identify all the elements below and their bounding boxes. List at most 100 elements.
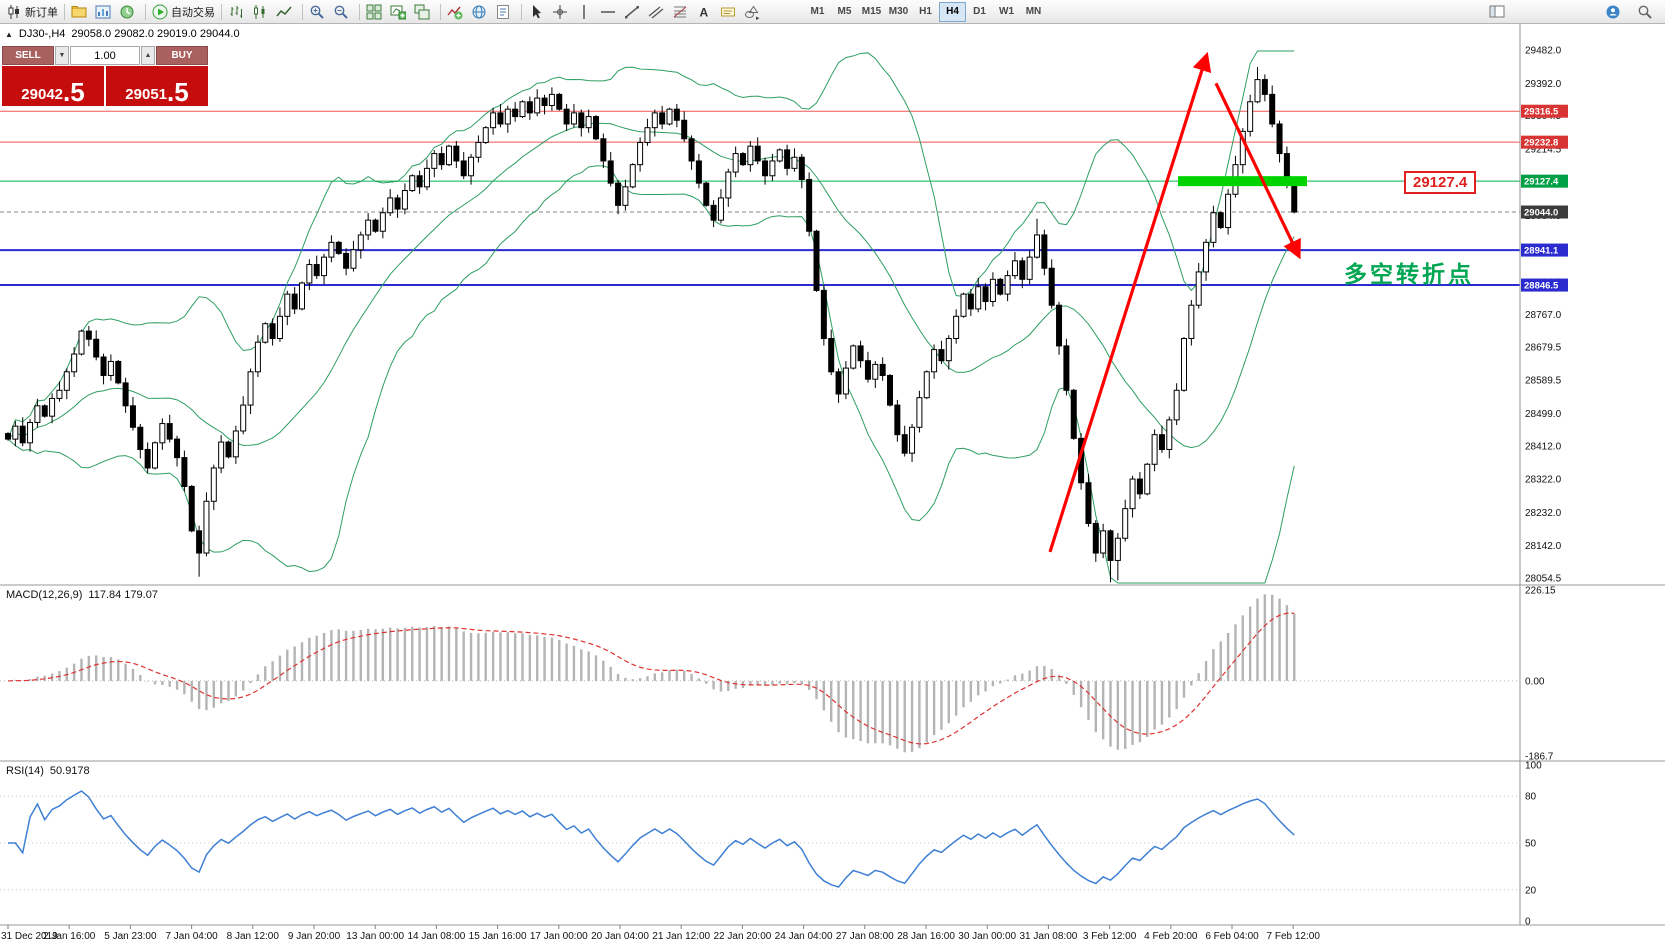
panels-toggle-icon[interactable] xyxy=(1487,2,1511,22)
line-chart-button[interactable] xyxy=(274,2,298,22)
candle-body xyxy=(357,234,364,251)
crosshair-button[interactable] xyxy=(550,2,574,22)
sell-button[interactable]: SELL xyxy=(2,46,54,65)
new-order-button[interactable]: 新订单 xyxy=(4,2,60,22)
community-icon[interactable] xyxy=(1603,2,1627,22)
trend-arrow-up[interactable] xyxy=(1048,51,1212,553)
candle-body xyxy=(78,330,85,355)
candle-body xyxy=(629,164,636,188)
shapes-dropdown-button[interactable] xyxy=(742,2,766,22)
candle-body xyxy=(1129,478,1136,510)
autotrading-button[interactable]: 自动交易 xyxy=(150,2,217,22)
svg-text:A: A xyxy=(700,5,709,19)
price-tag xyxy=(1521,135,1568,149)
candle-body xyxy=(681,119,688,140)
timeframe-mn-button[interactable]: MN xyxy=(1025,5,1042,17)
candle-body xyxy=(490,112,497,129)
candle-body xyxy=(923,371,930,399)
vertical-line-button[interactable] xyxy=(574,2,598,22)
trend-arrow-down[interactable] xyxy=(1214,82,1301,260)
buy-price-fraction: .5 xyxy=(167,77,189,108)
zoom-in-button[interactable] xyxy=(307,2,331,22)
candle-body xyxy=(512,108,519,118)
candle-body xyxy=(1136,478,1143,495)
macd-axis-label: -186.7 xyxy=(1525,752,1554,763)
search-icon[interactable] xyxy=(1635,2,1659,22)
candle-body xyxy=(321,256,328,277)
price-tag xyxy=(1521,243,1568,257)
timeframe-m30-button[interactable]: M30 xyxy=(888,5,909,17)
candle-body xyxy=(299,282,305,310)
candle-body xyxy=(372,219,379,232)
candle-body xyxy=(129,405,136,428)
tile-windows-button[interactable] xyxy=(364,2,388,22)
candle-body xyxy=(438,153,445,166)
candle-body xyxy=(504,108,511,125)
channel-button[interactable] xyxy=(646,2,670,22)
timeframe-w1-button[interactable]: W1 xyxy=(999,5,1014,17)
indicators-button[interactable] xyxy=(445,2,469,22)
timeframe-d1-button[interactable]: D1 xyxy=(973,5,986,17)
candle-body xyxy=(1011,260,1018,277)
candle-chart-button[interactable] xyxy=(250,2,274,22)
alerts-button[interactable] xyxy=(117,2,141,22)
search-icon xyxy=(1638,5,1652,19)
buy-button[interactable]: BUY xyxy=(156,46,208,65)
timeframe-h4-button[interactable]: H4 xyxy=(939,1,966,22)
candle-body xyxy=(850,345,857,369)
time-axis-label: 31 Jan 08:00 xyxy=(1019,931,1077,942)
candle-body xyxy=(1203,241,1210,273)
bar-chart-icon xyxy=(230,5,242,18)
volume-increase-button[interactable]: ▲ xyxy=(141,46,155,65)
timeframe-m1-button[interactable]: M1 xyxy=(810,5,825,17)
candle-body xyxy=(901,434,908,454)
buy-price-box[interactable]: 29051 .5 xyxy=(106,66,208,106)
new-order-button-label: 新订单 xyxy=(25,6,58,19)
candle-body xyxy=(607,160,614,184)
candle-body xyxy=(41,405,48,417)
arrange-windows-button[interactable] xyxy=(412,2,436,22)
objects-button[interactable] xyxy=(469,2,493,22)
time-axis-label: 2 Jan 16:00 xyxy=(43,931,96,942)
zoom-out-button[interactable] xyxy=(331,2,355,22)
candle-body xyxy=(122,382,129,407)
chart-canvas[interactable]: 29482.029392.029304.529214.529124.529034… xyxy=(0,24,1665,948)
play-icon xyxy=(152,4,168,19)
candle-body xyxy=(71,353,78,373)
text-label-button[interactable] xyxy=(718,2,742,22)
bar-chart-button[interactable] xyxy=(226,2,250,22)
timeframe-h1-button[interactable]: H1 xyxy=(919,5,932,17)
profiles-button[interactable] xyxy=(69,2,93,22)
timeframe-m15-button[interactable]: M15 xyxy=(861,5,882,17)
volume-input[interactable] xyxy=(70,46,140,65)
support-resistance-zone[interactable] xyxy=(1178,176,1307,187)
candle-body xyxy=(1225,193,1232,229)
time-axis-label: 6 Feb 04:00 xyxy=(1205,931,1259,942)
fibonacci-button[interactable] xyxy=(670,2,694,22)
template-icon xyxy=(497,4,509,19)
cursor-button[interactable] xyxy=(526,2,550,22)
charts-button[interactable] xyxy=(93,2,117,22)
candle-body xyxy=(813,230,820,291)
price-tag-label: 29316.5 xyxy=(1524,107,1559,118)
templates-button[interactable] xyxy=(493,2,517,22)
text-button[interactable]: A xyxy=(694,2,718,22)
candle-body xyxy=(798,156,805,180)
horizontal-line-button[interactable] xyxy=(598,2,622,22)
candle-body xyxy=(857,345,864,362)
price-tick-label: 28054.5 xyxy=(1525,574,1562,585)
candle-body xyxy=(19,425,26,444)
toolbar-separator xyxy=(521,3,522,20)
trendline-button[interactable] xyxy=(622,2,646,22)
annotation-note-text[interactable]: 多空转折点 xyxy=(1344,261,1474,287)
zoom-in-icon xyxy=(310,5,324,19)
sell-price-box[interactable]: 29042 .5 xyxy=(2,66,104,106)
channel-icon xyxy=(648,5,664,19)
candle-body xyxy=(1122,508,1129,539)
new-chart-button[interactable] xyxy=(388,2,412,22)
price-callout-label[interactable]: 29127.4 xyxy=(1404,171,1477,194)
one-click-toggle-icon[interactable]: ▲ xyxy=(5,29,13,39)
volume-decrease-button[interactable]: ▼ xyxy=(55,46,69,65)
candle-body xyxy=(335,241,342,254)
timeframe-m5-button[interactable]: M5 xyxy=(837,5,852,17)
